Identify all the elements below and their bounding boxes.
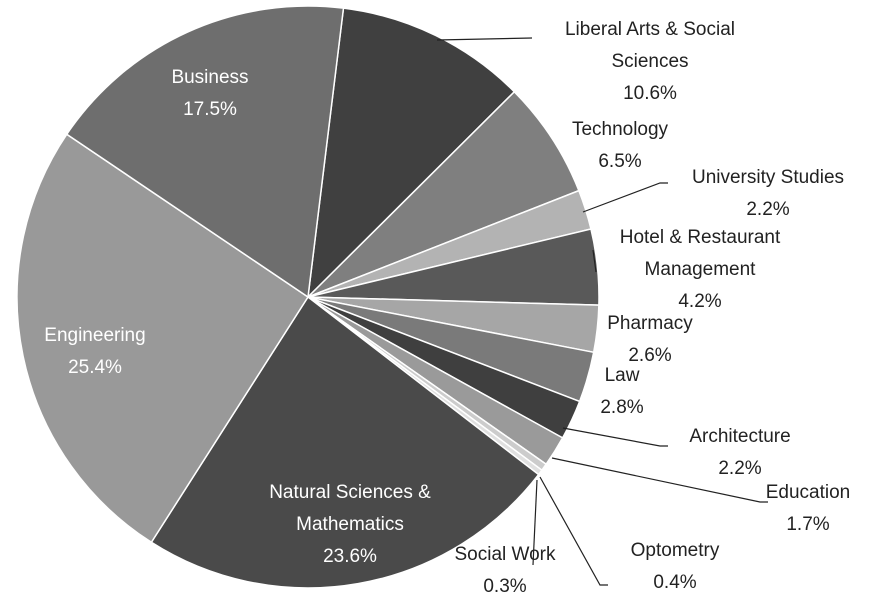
value-label: 4.2% (678, 291, 722, 312)
leader-line (551, 457, 768, 503)
slice-label: Hotel & Restaurant Management 4.2% (585, 222, 815, 318)
leader-line (436, 37, 533, 41)
category-label: Law (604, 365, 640, 386)
slice-label: Liberal Arts & Social Sciences 10.6% (530, 14, 770, 110)
value-label: 0.3% (483, 576, 527, 595)
slice-label: Engineering 25.4% (5, 320, 185, 384)
category-label: Engineering (44, 325, 146, 346)
category-label: Optometry (630, 540, 720, 561)
leader-line (539, 476, 608, 586)
slice-label: Pharmacy 2.6% (585, 308, 715, 372)
slice-label: Business 17.5% (135, 62, 285, 126)
value-label: 2.6% (628, 345, 672, 366)
slice-label: Technology 6.5% (545, 114, 695, 178)
category-label: Hotel & Restaurant Management (619, 227, 781, 280)
slice-label: Social Work 0.3% (440, 539, 570, 595)
slice-label: Law 2.8% (582, 360, 662, 424)
value-label: 2.2% (718, 458, 762, 479)
category-label: Business (171, 67, 249, 88)
category-label: Architecture (689, 426, 791, 447)
pie-slice (65, 5, 345, 299)
pie-slice (16, 133, 310, 544)
value-label: 2.8% (600, 397, 644, 418)
leader-line (592, 249, 597, 273)
category-label: Social Work (454, 544, 556, 565)
slice-label: Architecture 2.2% (660, 421, 820, 485)
value-label: 6.5% (598, 151, 642, 172)
pie-slice (306, 7, 516, 300)
category-label: Pharmacy (607, 313, 693, 334)
leader-line (532, 479, 538, 566)
value-label: 25.4% (68, 357, 122, 378)
slice-label: University Studies 2.2% (658, 162, 878, 226)
slice-label: Optometry 0.4% (605, 535, 745, 595)
value-label: 0.4% (653, 572, 697, 593)
category-label: University Studies (691, 167, 845, 188)
slice-label: Natural Sciences & Mathematics 23.6% (230, 477, 470, 573)
pie-slice (307, 90, 580, 298)
category-label: Liberal Arts & Social Sciences (564, 19, 736, 72)
leader-line (562, 427, 668, 447)
value-label: 10.6% (623, 83, 677, 104)
category-label: Education (765, 482, 851, 503)
value-label: 1.7% (786, 514, 830, 535)
value-label: 2.2% (746, 199, 790, 220)
leader-line (582, 182, 668, 213)
category-label: Technology (571, 119, 669, 140)
pie-slice (150, 295, 540, 589)
slice-label: Education 1.7% (743, 477, 873, 541)
value-label: 17.5% (183, 99, 237, 120)
value-label: 23.6% (323, 546, 377, 567)
category-label: Natural Sciences & Mathematics (269, 482, 431, 535)
